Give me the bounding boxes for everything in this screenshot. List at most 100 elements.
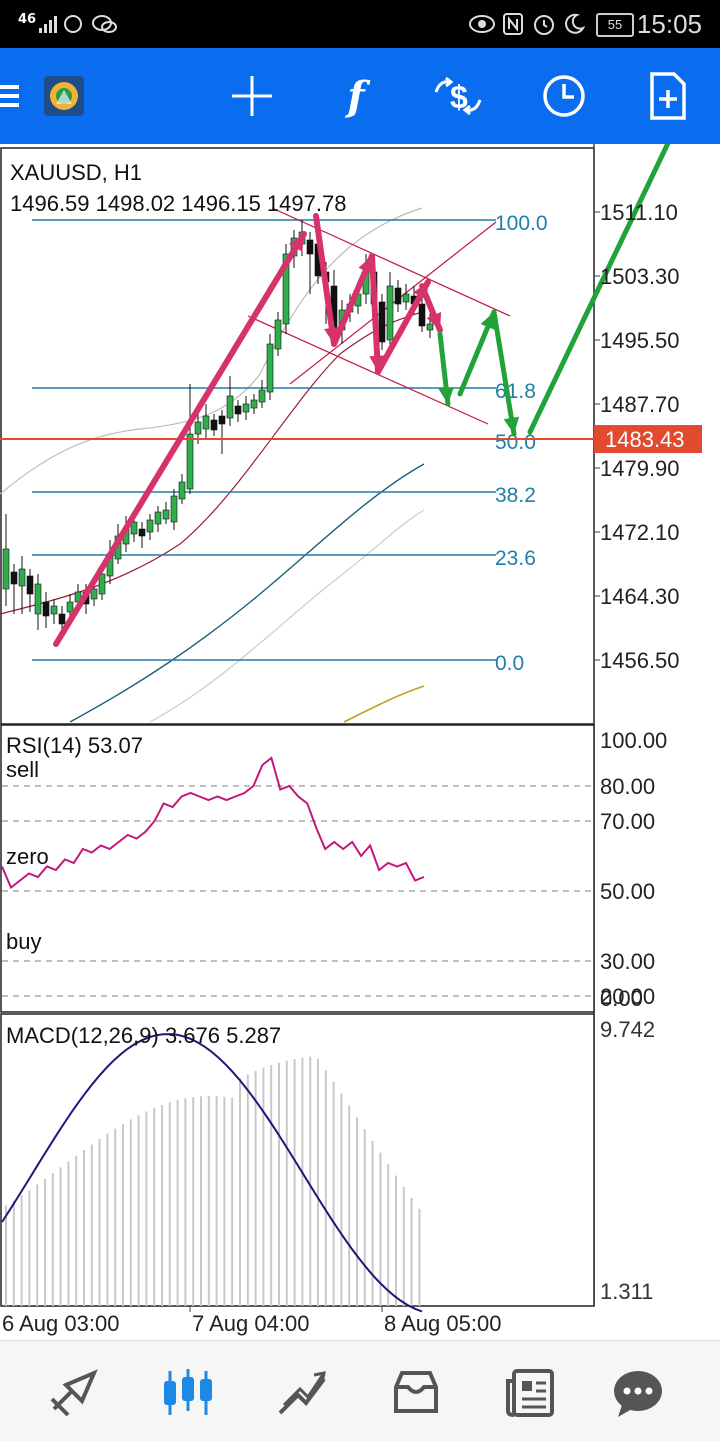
pink-arrow-6-head	[426, 312, 442, 330]
fib-level-label: 61.8	[495, 380, 536, 403]
svg-text:$: $	[450, 79, 468, 115]
toolbar: f $	[0, 48, 720, 144]
price-axis-label: 1464.30	[600, 584, 680, 609]
rsi-axis-label: 100.00	[600, 728, 667, 753]
green-arrow-2-head	[480, 312, 496, 330]
eye-icon	[469, 15, 495, 33]
candle-body	[98, 573, 106, 595]
macd-pane	[0, 1013, 595, 1307]
candle-body	[154, 511, 162, 525]
crosshair-icon[interactable]	[226, 68, 278, 124]
rsi-axis-label: 80.00	[600, 774, 655, 799]
pink-arrow-5	[375, 279, 431, 375]
candle-body	[282, 253, 290, 325]
candle-body	[258, 389, 266, 403]
candle-body	[394, 287, 402, 305]
candle-body	[138, 528, 146, 537]
current-price-tag	[594, 425, 702, 454]
price-axis-label: 1479.90	[600, 456, 680, 481]
rsi-buy-label: buy	[6, 929, 41, 954]
pink-arrow-4-head	[369, 355, 385, 372]
current-price-label: 1483.43	[605, 427, 685, 452]
add-page-icon[interactable]	[642, 68, 694, 124]
trade-icon[interactable]: $	[432, 68, 484, 124]
green-arrow-3-head	[503, 416, 520, 434]
time-label-2: 7 Aug 04:00	[192, 1311, 309, 1336]
candle-body	[162, 509, 170, 520]
chart-area[interactable]: 100.0 61.8 50.0 38.2 23.6 0.0 1483.43 XAUUSD,…	[0, 69, 720, 1340]
chart-icon[interactable]	[158, 1363, 218, 1423]
status-time: 15:05	[636, 9, 702, 39]
pink-arrow-1	[53, 231, 307, 647]
rsi-axis-label: 30.00	[600, 949, 655, 974]
macd-signal-line	[1, 1033, 423, 1313]
candle-body	[378, 301, 386, 343]
rsi-sell-label: sell	[6, 757, 39, 782]
rsi-zero-label: zero	[6, 844, 49, 869]
candle-body	[250, 399, 258, 409]
fib-level-label: 23.6	[495, 547, 536, 570]
rsi-axis-label: 50.00	[600, 879, 655, 904]
candle-body	[58, 613, 66, 625]
history-icon[interactable]	[386, 1363, 446, 1423]
fib-level-label: 100.0	[495, 212, 548, 235]
candle-body	[418, 303, 426, 327]
bollinger-upper	[0, 207, 423, 495]
price-axis-label: 1472.10	[600, 520, 680, 545]
macd-histogram	[5, 1056, 421, 1306]
trade-nav-icon[interactable]	[272, 1363, 332, 1423]
wechat-icon	[92, 15, 117, 33]
price-axis-label: 1487.70	[600, 392, 680, 417]
menu-icon[interactable]	[0, 68, 38, 124]
news-icon[interactable]	[502, 1363, 562, 1423]
green-arrow-3	[491, 309, 517, 437]
candle-body	[426, 323, 434, 331]
candle-body	[266, 343, 274, 393]
nfc-icon	[503, 13, 523, 35]
price-axis-label: 1511.10	[600, 200, 678, 225]
candle-body	[26, 575, 34, 595]
function-icon[interactable]: f	[347, 72, 365, 120]
green-arrow-1-head	[438, 387, 454, 404]
candle-body	[18, 568, 26, 587]
candle-body	[234, 405, 242, 415]
pink-arrow-4	[369, 253, 381, 375]
candle-body	[2, 548, 10, 590]
price-chart[interactable]: 100.0 61.8 50.0 38.2 23.6 0.0 1483.43 XAUUSD,…	[0, 69, 720, 1340]
fibonacci-retracement: 100.0 61.8 50.0 38.2 23.6 0.0	[32, 212, 548, 675]
candle-body	[210, 419, 218, 431]
candle-body	[130, 521, 138, 535]
price-axis-label: 1456.50	[600, 648, 680, 673]
time-label-3: 8 Aug 05:00	[384, 1311, 501, 1336]
time-label-1: 6 Aug 03:00	[2, 1311, 119, 1336]
macd-axis-top: 9.742	[600, 1017, 655, 1042]
candle-body	[386, 285, 394, 341]
alarm-icon	[534, 15, 554, 35]
clock-icon[interactable]	[538, 68, 590, 124]
candle-body	[242, 403, 250, 413]
pink-arrow-1-head	[288, 234, 304, 252]
candle-body	[34, 583, 42, 615]
rsi-axis-label: 70.00	[600, 809, 655, 834]
battery-indicator: 55	[596, 13, 634, 37]
macd-axis-bottom: 1.311	[600, 1279, 653, 1304]
pink-arrow-2-head	[323, 326, 340, 344]
candle-body	[66, 601, 74, 613]
fib-level-label: 50.0	[495, 431, 536, 454]
bottom-navigation	[0, 1340, 720, 1441]
rsi-axis: 100.00 80.00 70.00 50.00 30.00 20.000.00	[600, 728, 667, 1011]
quotes-icon[interactable]	[44, 1363, 104, 1423]
rsi-title: RSI(14) 53.07	[6, 733, 143, 758]
candle-body	[186, 433, 194, 490]
rsi-line	[1, 756, 425, 890]
ohlc-values: 1496.59 1498.02 1496.15 1497.78	[10, 191, 346, 216]
candle-body	[226, 395, 234, 419]
candle-body	[42, 601, 50, 617]
candle-body	[146, 519, 154, 533]
app-logo-icon[interactable]	[38, 68, 90, 124]
rsi-axis-label: 0.00	[600, 986, 643, 1011]
chat-icon[interactable]	[608, 1363, 668, 1423]
rsi-axis-label: 20.00	[600, 984, 655, 1009]
signal-indicator: 46	[18, 12, 37, 27]
pink-arrow-3-head	[358, 256, 373, 274]
